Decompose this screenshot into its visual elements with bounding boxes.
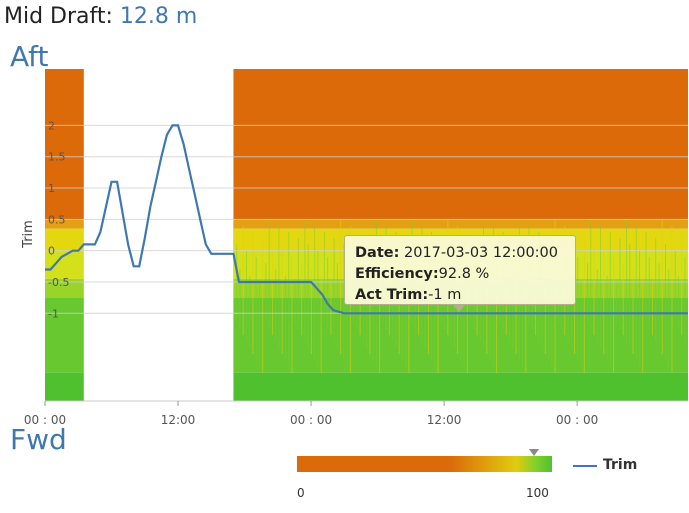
heatmap-band bbox=[45, 69, 84, 220]
trim-series-line[interactable] bbox=[45, 124, 688, 315]
heatmap-band bbox=[45, 278, 84, 298]
efficiency-color-scale bbox=[297, 456, 552, 472]
y-tick-label: 0.5 bbox=[48, 213, 66, 226]
y-tick-label: 2 bbox=[48, 119, 55, 132]
tooltip-efficiency-label: Efficiency: bbox=[355, 266, 439, 282]
heatmap-band bbox=[233, 372, 688, 401]
heatmap-band bbox=[233, 219, 688, 229]
x-axis-ticks: 00 : 00 12:00 00 : 00 12:00 00 : 00 bbox=[24, 401, 598, 427]
heatmap-band bbox=[45, 372, 84, 401]
y-tick-label: 1 bbox=[48, 182, 55, 195]
y-tick-label: -0.5 bbox=[48, 276, 69, 289]
tooltip-trim-label: Act Trim: bbox=[355, 287, 429, 303]
x-tick-label: 12:00 bbox=[427, 413, 462, 427]
mid-draft-label: Mid Draft: bbox=[4, 4, 113, 29]
aft-label: Aft bbox=[10, 40, 49, 73]
tooltip-efficiency-value: 92.8 % bbox=[438, 266, 490, 282]
x-tick-label: 00 : 00 bbox=[24, 413, 66, 427]
scale-max-label: 100 bbox=[526, 486, 549, 500]
legend-line-swatch bbox=[573, 465, 597, 467]
mid-draft-value: 12.8 m bbox=[119, 4, 198, 29]
legend-trim-label[interactable]: Trim bbox=[603, 457, 638, 473]
heatmap-band bbox=[45, 228, 84, 251]
heatmap-band bbox=[45, 297, 84, 373]
heatmap-band bbox=[233, 69, 688, 220]
tooltip-pointer bbox=[452, 304, 466, 312]
x-tick-label: 00 : 00 bbox=[556, 413, 598, 427]
y-tick-label: 1.5 bbox=[48, 151, 66, 164]
x-tick-label: 00 : 00 bbox=[290, 413, 332, 427]
data-tooltip: Date: 2017-03-03 12:00:00 Efficiency:92.… bbox=[344, 235, 576, 305]
tooltip-date-value: 2017-03-03 12:00:00 bbox=[404, 245, 558, 261]
y-axis-ticks: 2 1.5 1 0.5 0 -0.5 -1 bbox=[48, 119, 69, 320]
x-tick-label: 12:00 bbox=[161, 413, 196, 427]
scale-min-label: 0 bbox=[297, 486, 305, 500]
scale-marker-icon bbox=[529, 449, 539, 456]
heatmap-band bbox=[45, 219, 84, 229]
mid-draft-header: Mid Draft: 12.8 m bbox=[4, 4, 197, 29]
tooltip-trim-value: -1 m bbox=[428, 287, 462, 303]
y-tick-label: 0 bbox=[48, 245, 55, 258]
fwd-label: Fwd bbox=[10, 423, 67, 456]
tooltip-date-label: Date: bbox=[355, 245, 400, 261]
y-axis-label: Trim bbox=[21, 220, 36, 249]
y-tick-label: -1 bbox=[48, 307, 59, 320]
